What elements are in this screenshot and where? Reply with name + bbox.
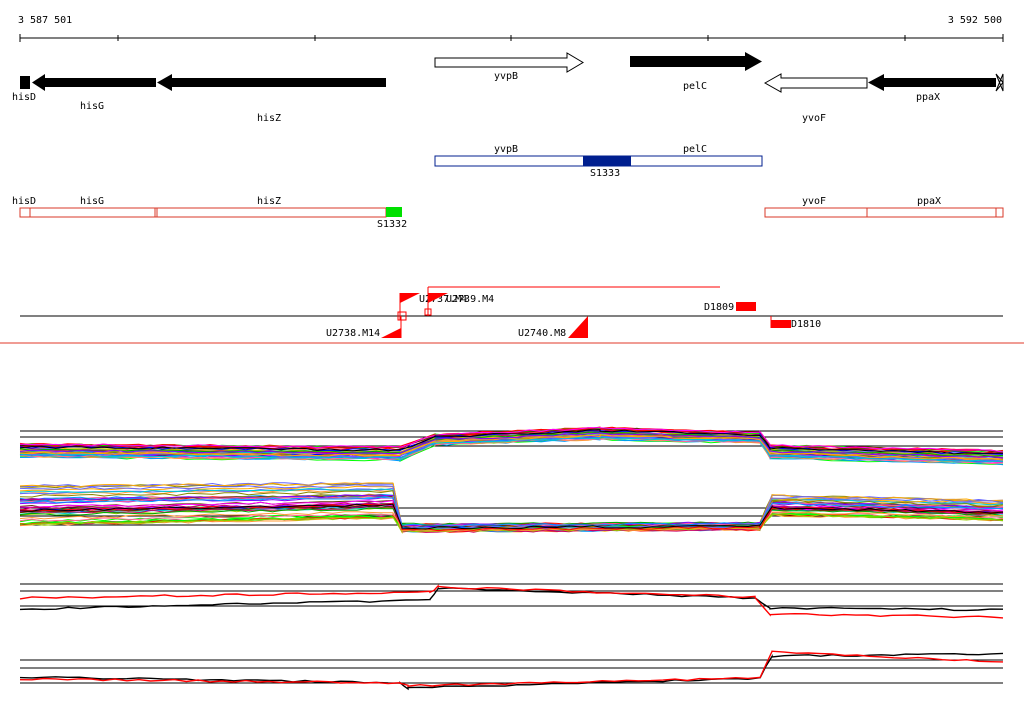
expression-trace: [19, 437, 1003, 465]
panel-3-traces: [19, 584, 1004, 619]
transcript-lower-yvoF-label: yvoF: [802, 196, 826, 207]
gene-yvoF-label: yvoF: [802, 113, 826, 124]
panel-4-traces: [19, 650, 1004, 691]
transcript-lower-hisG-label: hisG: [80, 196, 104, 207]
expression-trace: [19, 427, 1004, 453]
gene-next-partial-arrow: [995, 73, 1004, 92]
ruler-start-label: 3 587 501: [18, 15, 72, 26]
expression-trace: [19, 503, 1004, 530]
transcript-lower-left-box[interactable]: [19, 207, 387, 218]
gene-ppaX-arrow[interactable]: [868, 74, 996, 91]
expression-trace: [19, 650, 1004, 687]
expression-trace: [19, 429, 1003, 455]
profile-panel-1: [19, 426, 1004, 466]
feature-D1809-block[interactable]: [736, 302, 756, 311]
segment-S1332-block[interactable]: [386, 207, 402, 217]
expression-trace: [19, 436, 1003, 462]
transcript-lower-right-box[interactable]: [764, 207, 1004, 218]
gene-hisD-label: hisD: [12, 92, 36, 103]
segment-S1333-block[interactable]: [583, 156, 631, 166]
gene-yvpB-arrow[interactable]: [434, 52, 584, 73]
feature-U2737-box: [397, 311, 407, 321]
gene-yvpB-label: yvpB: [494, 71, 518, 82]
transcript-upper: yvpB pelC S1333: [434, 144, 763, 179]
segment-S1332-label: S1332: [377, 219, 407, 230]
profile-panel-3: [19, 583, 1004, 619]
expression-profiles: [19, 426, 1004, 691]
gene-pelC-arrow[interactable]: [630, 52, 762, 71]
feature-D1810-block[interactable]: [771, 320, 791, 328]
gene-hisD-arrowhead: [22, 76, 30, 89]
expression-trace: [19, 432, 1004, 459]
transcript-lower-hisD-label: hisD: [12, 196, 36, 207]
transcript-lower: hisD hisG hisZ S1332 yvoF ppaX: [12, 196, 1004, 230]
gene-hisZ-arrow[interactable]: [157, 74, 386, 91]
feature-U2739-label: U2739.M4: [446, 294, 494, 305]
feature-U2737-label: U2737.M4: [419, 294, 467, 305]
feature-D1809-label: D1809: [704, 302, 734, 313]
feature-U2737-marker[interactable]: [400, 293, 420, 303]
expression-trace: [19, 496, 1004, 527]
panel-1-traces: [19, 426, 1004, 466]
expression-trace: [19, 507, 1004, 527]
gene-hisZ-label: hisZ: [257, 113, 281, 124]
feature-U2738-label: U2738.M14: [326, 328, 380, 339]
gene-yvoF-arrow[interactable]: [763, 73, 868, 93]
feature-U2738-marker[interactable]: [381, 328, 401, 338]
feature-U2739-box: [424, 308, 432, 316]
feature-U2739-marker[interactable]: [428, 293, 448, 303]
gene-ppaX-label: ppaX: [916, 92, 940, 103]
coordinate-ruler: 3 587 501 3 592 500: [18, 15, 1004, 42]
panel-2-traces: [19, 482, 1004, 534]
feature-D1810-label: D1810: [791, 319, 821, 330]
transcript-upper-pelC-label: pelC: [683, 144, 707, 155]
ruler-end-label: 3 592 500: [948, 15, 1002, 26]
feature-U2740-marker[interactable]: [568, 316, 588, 338]
gene-hisG-label: hisG: [80, 101, 104, 112]
transcript-upper-yvpB-label: yvpB: [494, 144, 518, 155]
gene-track: hisD hisG hisZ yvpB pelC yvoF ppaX: [12, 52, 1004, 124]
gene-hisG-arrow[interactable]: [32, 74, 156, 91]
feature-U2740-label: U2740.M8: [518, 328, 566, 339]
gene-pelC-label: pelC: [683, 81, 707, 92]
segment-S1333-label: S1333: [590, 168, 620, 179]
transcript-lower-hisZ-label: hisZ: [257, 196, 281, 207]
transcript-lower-ppaX-label: ppaX: [917, 196, 941, 207]
feature-track: U2737.M4 U2739.M4 U2738.M14 U2740.M8 D18…: [0, 286, 1024, 344]
profile-panel-2: [19, 482, 1004, 534]
expression-trace: [19, 584, 1004, 619]
expression-trace: [19, 586, 1004, 612]
profile-panel-4: [19, 650, 1004, 691]
expression-trace: [19, 434, 1004, 461]
expression-trace: [19, 513, 1004, 534]
